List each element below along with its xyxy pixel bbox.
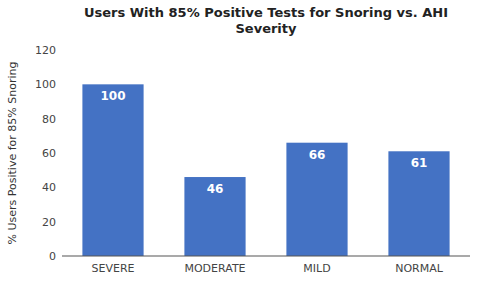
x-tick-label: SEVERE — [91, 262, 134, 275]
title: Users With 85% Positive Tests for Snorin… — [84, 5, 448, 36]
x-axis-line — [62, 255, 470, 256]
x-tick-label: MODERATE — [184, 262, 245, 275]
data-label: 100 — [100, 89, 125, 103]
bar — [82, 84, 143, 256]
data-label: 66 — [309, 148, 326, 162]
y-tick-label: 0 — [49, 250, 56, 263]
y-tick-label: 100 — [35, 78, 56, 91]
y-tick-label: 20 — [42, 216, 56, 229]
y-tick-label: 40 — [42, 181, 56, 194]
y-axis-label: % Users Positive for 85% Snoring — [6, 62, 19, 245]
x-tick-label: NORMAL — [395, 262, 444, 275]
y-tick-label: 60 — [42, 147, 56, 160]
plot-area — [82, 84, 449, 256]
bar — [388, 151, 449, 256]
x-tick-label: MILD — [303, 262, 330, 275]
data-label: 46 — [207, 182, 224, 196]
chart: Users With 85% Positive Tests for Snorin… — [0, 0, 480, 288]
data-label: 61 — [411, 156, 428, 170]
y-tick-label: 80 — [42, 113, 56, 126]
bar — [286, 143, 347, 256]
bar — [184, 177, 245, 256]
y-tick-label: 120 — [35, 44, 56, 57]
